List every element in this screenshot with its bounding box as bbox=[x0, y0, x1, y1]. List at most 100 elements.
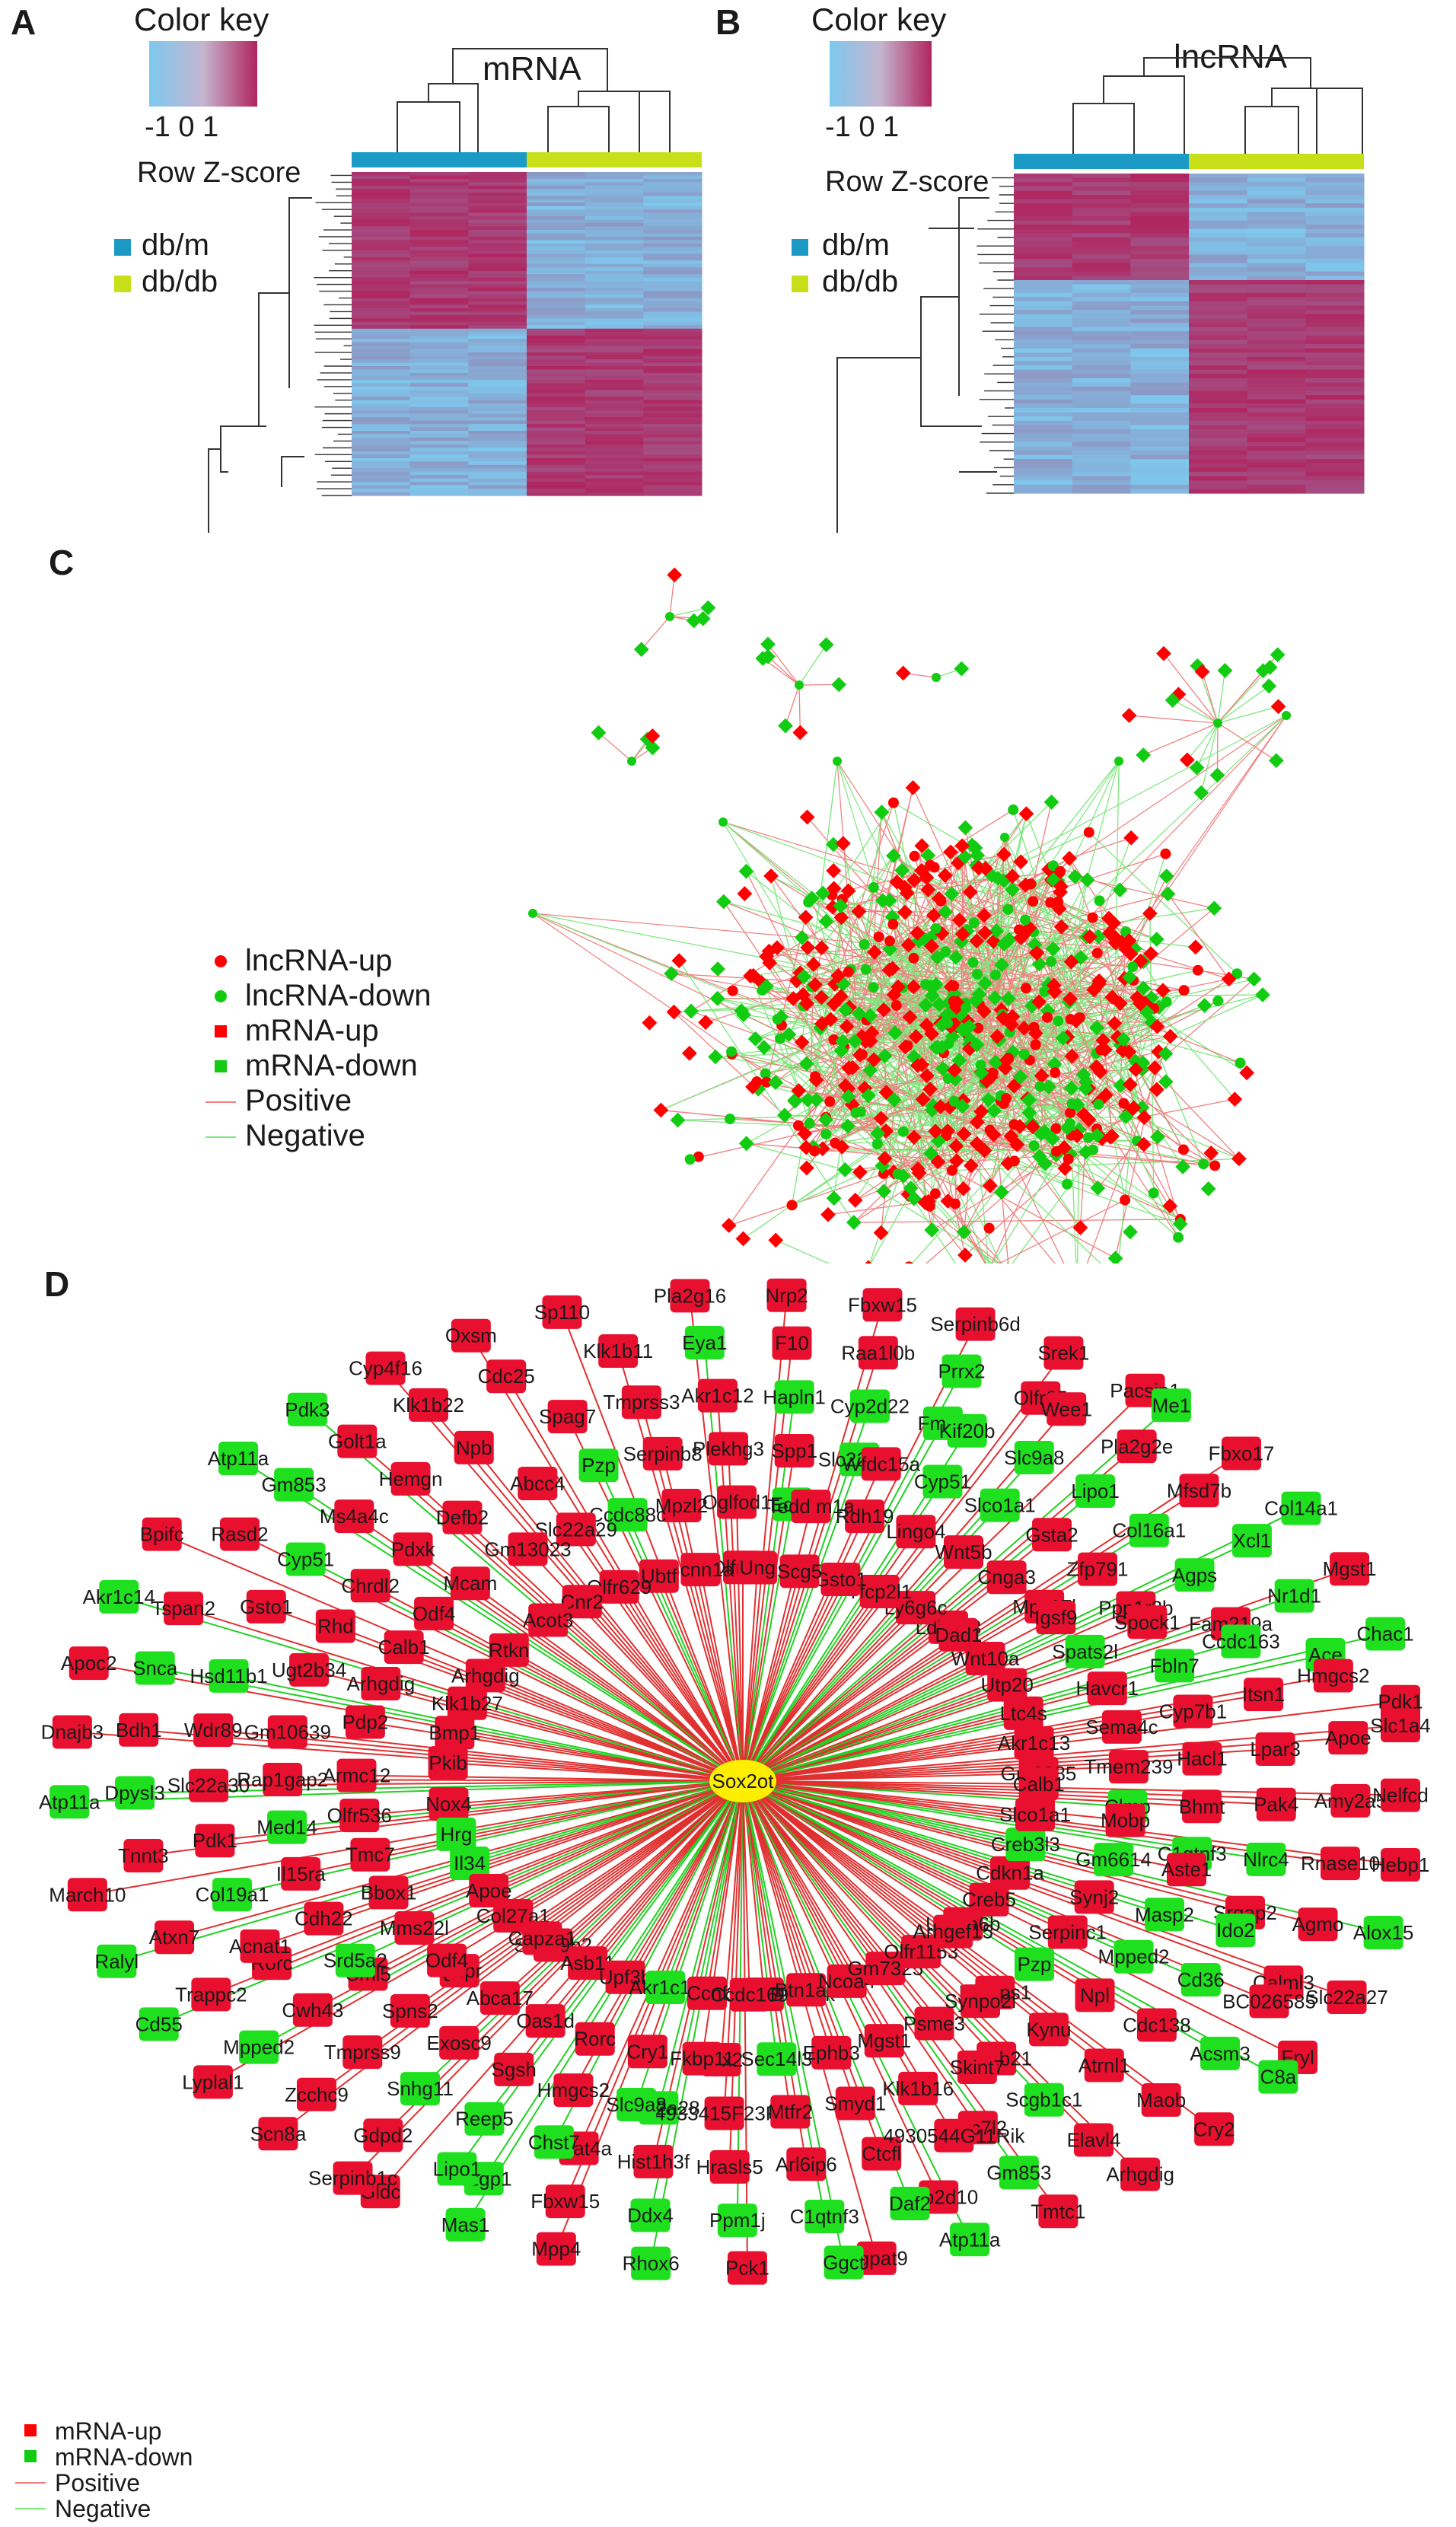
network-d-node-box bbox=[193, 1713, 234, 1748]
network-c-node bbox=[942, 1018, 954, 1029]
heatmap-cell bbox=[1305, 310, 1365, 315]
heatmap-cell bbox=[409, 206, 469, 210]
network-c-node bbox=[876, 1184, 892, 1199]
network-d-node-box bbox=[390, 1993, 430, 2028]
heatmap-cell bbox=[1305, 378, 1365, 383]
heatmap-cell bbox=[409, 352, 469, 357]
network-d-node: Wee1 bbox=[1040, 1392, 1092, 1426]
heatmap-cell bbox=[1189, 425, 1248, 430]
network-d-node-box bbox=[296, 2077, 336, 2111]
heatmap-cell bbox=[1189, 369, 1248, 374]
network-c-node bbox=[785, 991, 801, 1006]
network-d-node-box bbox=[342, 2035, 383, 2070]
network-d-edge bbox=[742, 1780, 996, 1993]
network-c-edge bbox=[795, 957, 1082, 1102]
network-d-node-box bbox=[155, 1920, 195, 1955]
network-c-edge bbox=[1178, 693, 1219, 724]
heatmap-cell bbox=[409, 482, 469, 486]
network-c-node bbox=[633, 642, 649, 658]
heatmap-cell bbox=[468, 478, 527, 483]
network-c-edge bbox=[1217, 706, 1279, 724]
group-bar-dbm bbox=[352, 152, 527, 167]
network-d-hub: Sox2ot bbox=[709, 1760, 776, 1802]
network-c-edge bbox=[963, 760, 1120, 1101]
heatmap-cell bbox=[468, 192, 527, 196]
heatmap-cell bbox=[643, 359, 703, 364]
heatmap-cell bbox=[643, 386, 703, 390]
heatmap-cell bbox=[409, 349, 469, 353]
network-d-node-box bbox=[786, 2147, 827, 2181]
heatmap-cell bbox=[527, 212, 586, 217]
heatmap-cell bbox=[1189, 297, 1248, 302]
network-d-node: Plekhg3 bbox=[693, 1432, 764, 1466]
network-c-node bbox=[999, 1053, 1015, 1068]
network-c-node bbox=[1177, 1144, 1189, 1155]
heatmap-cell bbox=[643, 413, 703, 418]
heatmap-cell bbox=[1305, 203, 1365, 209]
heatmap-cell bbox=[468, 475, 527, 480]
network-d-node-box bbox=[414, 1596, 454, 1630]
network-d-node-label: Wfdc15a bbox=[842, 1452, 920, 1475]
heatmap-cell bbox=[527, 291, 586, 295]
heatmap-cell bbox=[527, 321, 586, 326]
network-d-node-label: Bpifc bbox=[140, 1523, 184, 1546]
heatmap-cell bbox=[1014, 237, 1073, 243]
network-d-node: Mobp bbox=[1101, 1803, 1150, 1837]
heatmap-cell bbox=[1189, 195, 1248, 200]
network-d-node-label: Me1 bbox=[1152, 1394, 1191, 1416]
heatmap-cell bbox=[1072, 216, 1131, 221]
network-c-node bbox=[824, 1096, 836, 1107]
network-c-node bbox=[897, 904, 913, 920]
network-c-node bbox=[902, 1040, 913, 1051]
heatmap-cell bbox=[585, 216, 644, 221]
heatmap-cell bbox=[1247, 323, 1306, 328]
network-d-node-box bbox=[901, 1935, 941, 1969]
heatmap-cell bbox=[527, 352, 586, 357]
network-c-node bbox=[894, 862, 910, 878]
heatmap-cell bbox=[409, 485, 469, 489]
network-c-node bbox=[1041, 1079, 1056, 1095]
network-d-node: Lyplal1 bbox=[182, 2065, 244, 2099]
heatmap-cell bbox=[643, 352, 703, 357]
heatmap-cell bbox=[352, 451, 411, 455]
network-c-node bbox=[1063, 1080, 1079, 1096]
network-d-node-label: Bbox1 bbox=[361, 1881, 417, 1904]
heatmap-cell bbox=[468, 393, 527, 397]
network-d-node: Sgsh bbox=[492, 2052, 537, 2086]
network-d-node-box bbox=[315, 1609, 355, 1643]
network-d-node: Atxn7 bbox=[149, 1920, 199, 1955]
network-d-node-box bbox=[67, 1878, 107, 1912]
heatmap-cell bbox=[1130, 467, 1190, 473]
network-d-edge bbox=[228, 1675, 744, 1782]
network-c-node bbox=[1034, 1126, 1049, 1142]
heatmap-cell bbox=[1189, 292, 1248, 298]
heatmap-cell bbox=[1189, 416, 1248, 422]
heatmap-cell bbox=[1305, 220, 1365, 225]
heatmap-cell bbox=[1189, 454, 1248, 460]
heatmap-cell bbox=[1130, 387, 1190, 392]
network-d-edge bbox=[650, 1780, 744, 2264]
network-c-hub bbox=[1114, 757, 1123, 766]
heatmap-cell bbox=[1247, 459, 1306, 464]
network-c-node bbox=[1090, 1180, 1106, 1196]
heatmap-cell bbox=[1189, 472, 1248, 477]
heatmap-cell bbox=[1189, 254, 1248, 260]
heatmap-cell bbox=[352, 369, 411, 374]
heatmap-cell bbox=[1072, 276, 1131, 281]
heatmap-cell bbox=[643, 437, 703, 442]
heatmap-cell bbox=[1072, 454, 1131, 460]
network-c-node bbox=[1031, 956, 1047, 972]
network-d-node: Ccdc163 bbox=[1202, 1624, 1280, 1659]
heatmap-cell bbox=[527, 397, 586, 401]
heatmap-cell bbox=[352, 379, 411, 384]
heatmap-cell bbox=[468, 359, 527, 364]
heatmap-cell bbox=[585, 355, 644, 360]
heatmap-cell bbox=[468, 277, 527, 282]
network-c-node bbox=[1164, 693, 1180, 708]
network-c-node bbox=[948, 1095, 960, 1107]
heatmap-cell bbox=[1014, 246, 1073, 251]
network-d-node-box bbox=[1255, 1732, 1295, 1766]
network-d-node: Bbox1 bbox=[361, 1875, 417, 1910]
network-d-node: Serpinb1c bbox=[308, 2161, 397, 2195]
network-c-node bbox=[977, 907, 992, 923]
